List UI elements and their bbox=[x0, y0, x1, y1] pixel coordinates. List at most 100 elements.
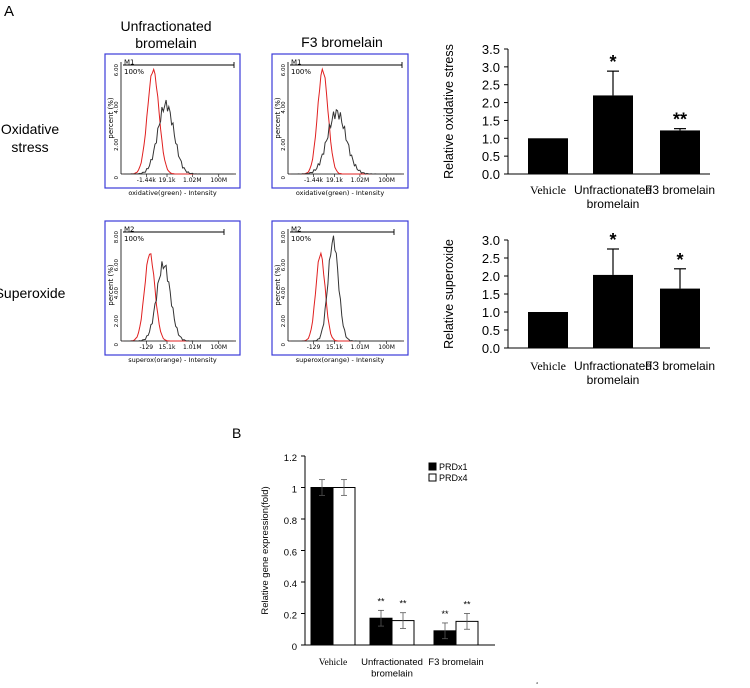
significance-label: ** bbox=[673, 110, 687, 130]
y-tick-label: 3.5 bbox=[482, 42, 500, 57]
histogram-y-label: percent (%) bbox=[107, 264, 115, 305]
histogram-y-tick-label: 8.00 bbox=[114, 231, 120, 244]
histogram-x-tick-label: 100M bbox=[378, 177, 395, 184]
category-label: Unfractionated bromelain bbox=[574, 359, 652, 387]
y-tick-label: 0.0 bbox=[482, 341, 500, 356]
histogram-y-label: percent (%) bbox=[274, 97, 282, 138]
column-title-unfractionated: Unfractionated bromelain bbox=[120, 18, 211, 51]
histogram-marker-label: M2 bbox=[124, 226, 135, 234]
column-title-f3: F3 bromelain bbox=[301, 34, 383, 50]
panel-label-b: B bbox=[232, 425, 241, 441]
histogram-y-tick-label: 2.00 bbox=[114, 315, 120, 328]
y-tick-label: 2.5 bbox=[482, 78, 500, 93]
histogram-y-tick-label: 2.00 bbox=[114, 138, 120, 151]
histogram-frame bbox=[271, 53, 409, 189]
y-tick-label: 1 bbox=[292, 485, 297, 496]
legend-swatch bbox=[428, 473, 437, 482]
y-tick-label: 1.2 bbox=[284, 453, 297, 464]
histogram-y-tick-label: 2.00 bbox=[281, 315, 287, 328]
histogram-y-tick-label: 0 bbox=[281, 176, 287, 180]
y-tick-label: 0.5 bbox=[482, 323, 500, 338]
category-label: Vehicle bbox=[530, 183, 566, 197]
bar bbox=[593, 95, 633, 174]
category-label: Unfractionated bromelain bbox=[574, 183, 652, 211]
treated-trace bbox=[290, 108, 402, 175]
category-label: Vehicle bbox=[319, 658, 348, 668]
histogram-y-tick-label: 4.00 bbox=[114, 287, 120, 300]
y-tick-label: 1.5 bbox=[482, 287, 500, 302]
bar bbox=[310, 487, 334, 646]
histogram-frame bbox=[271, 220, 409, 356]
y-tick-label: 2.5 bbox=[482, 251, 500, 266]
histogram-y-tick-label: 6.00 bbox=[281, 64, 287, 77]
y-tick-label: 3.0 bbox=[482, 233, 500, 248]
bar bbox=[593, 274, 633, 348]
histogram-y-tick-label: 6.00 bbox=[114, 259, 120, 272]
legend-label: PRDx4 bbox=[439, 473, 468, 483]
y-axis-label: Relative superoxide bbox=[442, 239, 456, 349]
bar bbox=[332, 487, 356, 646]
treated-trace bbox=[123, 99, 234, 175]
bar-chart-oxidative: 0.0 0.5 1.0 1.5 2.0 2.5 3.0 3.5 Relative oxidati… bbox=[442, 42, 715, 211]
histogram-x-label: oxidative(green) - Intensity bbox=[296, 189, 385, 197]
row-label-oxidative: Oxidative stress bbox=[1, 121, 60, 155]
histogram-y-tick-label: 6.00 bbox=[114, 64, 120, 77]
treated-trace bbox=[290, 235, 402, 342]
y-tick-label: 1.0 bbox=[482, 131, 500, 146]
bar bbox=[528, 138, 568, 174]
stray-mark: ᵈ bbox=[536, 682, 538, 688]
histogram-x-tick-label: 100M bbox=[210, 177, 227, 184]
histogram-x-tick-label: 15.1k bbox=[326, 344, 343, 351]
category-label: F3 bromelain bbox=[645, 183, 715, 197]
histogram-oxidative-f3: 0 2.00 4.00 6.00 percent (%) -1.44k 19.1k 1.02M… bbox=[271, 53, 409, 197]
histogram-x-tick-label: 19.1k bbox=[159, 177, 176, 184]
histogram-y-tick-label: 0 bbox=[114, 176, 120, 180]
bar bbox=[660, 130, 700, 174]
y-tick-label: 0.6 bbox=[284, 548, 297, 559]
histogram-x-tick-label: -129 bbox=[139, 344, 153, 351]
legend-swatch bbox=[428, 462, 437, 471]
significance-label: * bbox=[609, 52, 616, 72]
histogram-x-tick-label: 1.01M bbox=[183, 344, 202, 351]
histogram-y-tick-label: 4.00 bbox=[281, 287, 287, 300]
histogram-x-tick-label: 100M bbox=[210, 344, 227, 351]
y-tick-label: 0.8 bbox=[284, 516, 297, 527]
histogram-y-tick-label: 6.00 bbox=[281, 259, 287, 272]
histogram-x-tick-label: -1.44k bbox=[304, 177, 324, 184]
significance-label: * bbox=[609, 230, 616, 250]
histogram-oxidative-unfractionated: 0 2.00 4.00 6.00 percent (%) -1.44k 19.1k 1.02M… bbox=[104, 53, 241, 197]
histogram-marker-label: M2 bbox=[291, 226, 302, 234]
bar-chart-prdx: 0 0.2 0.4 0.6 0.8 1 1.2 Relative gene expressio… bbox=[260, 453, 495, 680]
bar bbox=[660, 288, 700, 348]
histogram-x-label: superox(orange) - Intensity bbox=[128, 356, 217, 364]
significance-label: ** bbox=[441, 609, 449, 619]
histogram-ratio-label: 100% bbox=[124, 235, 144, 243]
category-label: F3 bromelain bbox=[645, 359, 715, 373]
histogram-x-tick-label: 19.1k bbox=[326, 177, 343, 184]
significance-label: ** bbox=[399, 599, 407, 609]
histogram-y-tick-label: 4.00 bbox=[114, 101, 120, 114]
bar bbox=[528, 312, 568, 348]
y-axis-label: Relative oxidative stress bbox=[442, 44, 456, 179]
histogram-frame bbox=[104, 220, 241, 356]
bar-chart-superoxide: 0.0 0.5 1.0 1.5 2.0 2.5 3.0 Relative superoxide… bbox=[442, 230, 715, 387]
y-tick-label: 3.0 bbox=[482, 60, 500, 75]
y-tick-label: 0.4 bbox=[284, 579, 297, 590]
histogram-x-tick-label: -129 bbox=[307, 344, 321, 351]
histogram-ratio-label: 100% bbox=[291, 235, 311, 243]
significance-label: ** bbox=[377, 596, 385, 606]
row-label-superoxide: Superoxide bbox=[0, 285, 66, 301]
y-tick-label: 2.0 bbox=[482, 269, 500, 284]
panel-label-a: A bbox=[4, 3, 14, 20]
histogram-y-label: percent (%) bbox=[274, 264, 282, 305]
histogram-x-label: superox(orange) - Intensity bbox=[296, 356, 385, 364]
histogram-ratio-label: 100% bbox=[124, 68, 144, 76]
histogram-superoxide-f3: 0 2.00 4.00 6.00 8.00 percent (%) -129 15.1k 1.0… bbox=[271, 220, 409, 364]
histogram-y-label: percent (%) bbox=[107, 97, 115, 138]
histogram-x-label: oxidative(green) - Intensity bbox=[128, 189, 217, 197]
significance-label: * bbox=[676, 250, 683, 270]
category-label: F3 bromelain bbox=[428, 657, 483, 668]
